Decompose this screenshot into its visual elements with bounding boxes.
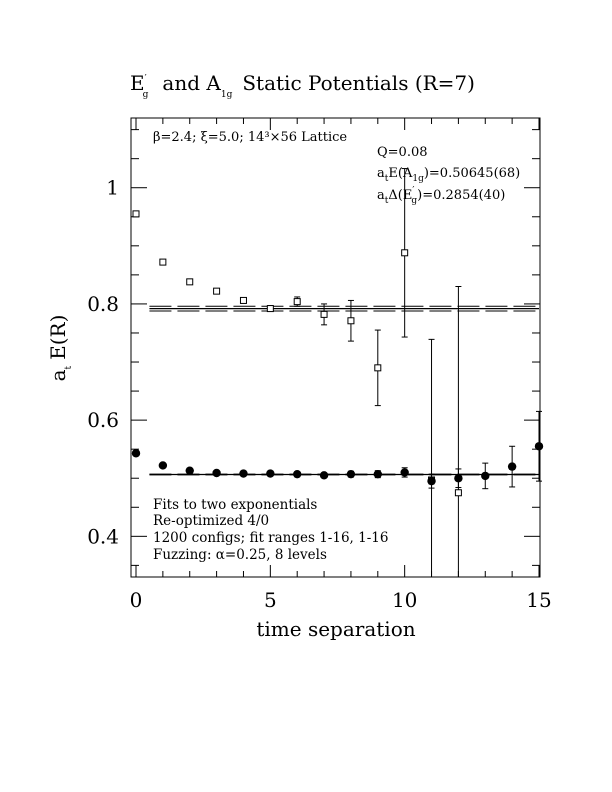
data-point-square: [132, 210, 140, 218]
y-tick-label: 0.8: [87, 292, 119, 316]
eg-gap-annotation: atΔ(E′ g)=0.2854(40): [377, 186, 505, 206]
title-mid: and A: [162, 71, 221, 95]
x-tick-label: 5: [264, 588, 277, 612]
data-point-square: [159, 258, 167, 266]
y-tick-label: 0.6: [87, 408, 119, 432]
ylabel-a: a: [46, 369, 70, 381]
x-tick-label: 0: [130, 588, 143, 612]
fit-note-2: Re-optimized 4/0: [153, 513, 269, 529]
data-point-square: [266, 305, 274, 313]
data-points: [131, 168, 544, 577]
x-tick-label: 15: [526, 588, 551, 612]
data-point-circle: [507, 462, 517, 471]
data-point-square: [320, 310, 328, 318]
data-point-circle: [373, 469, 382, 479]
x-axis-label: time separation: [256, 617, 415, 641]
data-point-circle: [319, 471, 329, 480]
data-point-circle: [346, 469, 356, 479]
data-point-square: [347, 317, 355, 325]
data-point-circle: [454, 474, 463, 483]
q-annotation: Q=0.08: [377, 145, 428, 160]
title-a-sub: 1g: [221, 90, 233, 100]
a1g-energy-annotation: atE(A1g)=0.50645(68): [377, 166, 520, 184]
y-tick-labels: 0.4 0.6 0.8 1: [87, 176, 119, 549]
data-point-square: [213, 287, 221, 295]
y-axis-label: at E(R): [46, 315, 74, 382]
lattice-annotation: β=2.4; ξ=5.0; 14³×56 Lattice: [153, 130, 347, 145]
title-e-sub: g: [143, 90, 149, 100]
fit-note-1: Fits to two exponentials: [153, 497, 317, 513]
data-point-circle: [534, 442, 544, 451]
ylabel-a-sub: t: [64, 365, 74, 369]
data-point-circle: [400, 468, 409, 477]
x-tick-labels: 0 5 10 15: [130, 588, 552, 612]
data-point-square: [239, 296, 247, 304]
data-point-circle: [212, 468, 221, 478]
data-point-square: [186, 278, 194, 286]
y-tick-label: 0.4: [87, 524, 119, 548]
fit-note-4: Fuzzing: α=0.25, 8 levels: [153, 547, 327, 563]
title-e-sup: ′: [145, 74, 147, 84]
data-point-circle: [293, 469, 302, 479]
data-point-circle: [427, 476, 436, 486]
y-tick-label: 1: [106, 176, 119, 200]
data-point-square: [401, 249, 409, 257]
ylabel-rest: E(R): [46, 315, 70, 360]
title-e: E: [130, 71, 145, 95]
axis-ticks: [131, 118, 540, 577]
data-point-circle: [481, 471, 490, 481]
data-point-circle: [158, 461, 168, 470]
plot-frame: [130, 117, 541, 578]
x-tick-label: 10: [392, 588, 417, 612]
data-point-circle: [185, 466, 194, 475]
data-point-circle: [266, 469, 275, 478]
data-point-square: [454, 489, 462, 497]
fit-note-3: 1200 configs; fit ranges 1-16, 1-16: [153, 530, 388, 546]
fit-lines: [149, 305, 539, 476]
data-point-circle: [239, 469, 248, 478]
data-point-square: [374, 364, 382, 372]
data-point-square: [293, 298, 301, 306]
title-rest: Static Potentials (R=7): [242, 71, 475, 95]
chart-title: E′ g and A1g Static Potentials (R=7): [130, 71, 475, 100]
data-point-circle: [131, 449, 141, 458]
